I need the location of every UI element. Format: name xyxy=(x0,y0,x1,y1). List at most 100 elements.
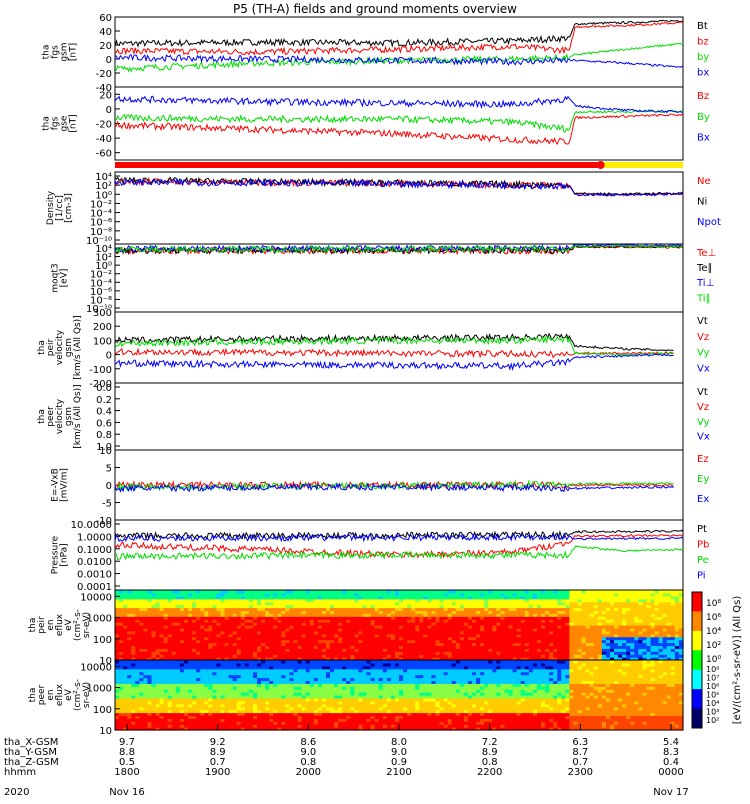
heatmap-cell xyxy=(334,660,339,664)
heatmap-cell xyxy=(160,660,165,664)
heatmap-cell xyxy=(168,590,173,594)
heatmap-cell xyxy=(362,590,367,594)
panel-frame-pressure xyxy=(115,520,683,590)
heatmap-cell xyxy=(399,590,404,594)
heatmap-cell xyxy=(139,590,144,594)
heatmap-cell xyxy=(573,590,578,594)
heatmap-cell xyxy=(586,590,591,594)
series-line-Pb xyxy=(115,535,683,558)
heatmap-cell xyxy=(492,590,497,594)
heatmap-cell xyxy=(618,590,623,594)
heatmap-cell xyxy=(306,660,311,664)
heatmap-cell xyxy=(119,660,124,664)
panel-frame-temperature xyxy=(115,244,683,312)
ylabel-efield: [mV/m] xyxy=(60,468,70,502)
heatmap-cell xyxy=(565,590,570,594)
heatmap-cell xyxy=(541,590,546,594)
legend-entry: bx xyxy=(697,68,709,79)
heatmap-cell xyxy=(298,590,303,594)
heatmap-cell xyxy=(675,590,680,594)
y-tick-label: 10000 xyxy=(80,592,112,603)
heatmap-cell xyxy=(651,590,656,594)
heatmap-cell xyxy=(509,590,514,594)
legend-entry: Ey xyxy=(697,474,709,485)
heatmap-cell xyxy=(265,590,270,594)
heatmap-cell xyxy=(537,590,542,594)
heatmap-cell xyxy=(517,590,522,594)
heatmap-cell xyxy=(184,590,189,594)
heatmap-cell xyxy=(346,590,351,594)
heatmap-cell xyxy=(310,660,315,664)
series-line-Pt xyxy=(115,530,683,539)
heatmap-cell xyxy=(500,590,505,594)
chart-title: P5 (TH-A) fields and ground moments over… xyxy=(0,2,750,16)
heatmap-cell xyxy=(646,590,651,594)
heatmap-cell xyxy=(626,590,631,594)
legend-entry: bz xyxy=(697,37,709,48)
heatmap-cell xyxy=(553,590,558,594)
heatmap-cell xyxy=(127,590,132,594)
heatmap-cell xyxy=(549,590,554,594)
heatmap-cell xyxy=(168,660,173,664)
heatmap-cell xyxy=(419,590,424,594)
heatmap-cell xyxy=(610,590,615,594)
heatmap-cell xyxy=(306,590,311,594)
ylabel-temperature: [eV] xyxy=(60,269,70,288)
heatmap-cell xyxy=(245,660,250,664)
heatmap-cell xyxy=(123,660,128,664)
heatmap-cell xyxy=(253,590,258,594)
heatmap-cell xyxy=(411,590,416,594)
heatmap-cell xyxy=(152,660,157,664)
heatmap-cell xyxy=(436,590,441,594)
heatmap-cell xyxy=(172,590,177,594)
legend-entry: Ni xyxy=(697,197,707,208)
legend-entry: Vy xyxy=(697,417,710,428)
y-tick-label: 0 xyxy=(106,351,112,362)
heatmap-cell xyxy=(659,590,664,594)
heatmap-cell xyxy=(342,660,347,664)
heatmap-cell xyxy=(289,590,294,594)
heatmap-cell xyxy=(561,590,566,594)
ylabel-fgs_gsm: [nT] xyxy=(69,43,79,61)
y-tick-label: 100 xyxy=(93,635,112,646)
y-tick-label: -40 xyxy=(96,134,112,145)
legend-entry: Vx xyxy=(697,363,710,374)
heatmap-cell xyxy=(294,660,299,664)
heatmap-cell xyxy=(484,590,489,594)
series-line-Bz xyxy=(115,114,683,144)
heatmap-cell xyxy=(216,660,221,664)
heatmap-cell xyxy=(533,590,538,594)
heatmap-cell xyxy=(452,590,457,594)
heatmap-cell xyxy=(200,590,205,594)
heatmap-cell xyxy=(135,660,140,664)
heatmap-cell xyxy=(310,590,315,594)
heatmap-cell xyxy=(257,590,262,594)
heatmap-cell xyxy=(427,590,432,594)
y-tick-label: 0.1000 xyxy=(77,545,112,556)
heatmap-cell xyxy=(464,590,469,594)
heatmap-cell xyxy=(131,660,136,664)
heatmap-cell xyxy=(164,590,169,594)
panel-frame-peer_velocity xyxy=(115,383,683,450)
y-tick-label: 200 xyxy=(93,322,112,333)
heatmap-cell xyxy=(302,590,307,594)
heatmap-cell xyxy=(431,590,436,594)
heatmap-cell xyxy=(119,590,124,594)
panel-frame-fgs_gse xyxy=(115,87,683,160)
heatmap-cell xyxy=(212,660,217,664)
series-line-Vt xyxy=(115,334,674,351)
legend-entry: Vt xyxy=(697,387,708,398)
heatmap-cell xyxy=(273,660,278,664)
heatmap-cell xyxy=(622,590,627,594)
heatmap-cell xyxy=(330,660,335,664)
heatmap-cell xyxy=(371,590,376,594)
heatmap-cell xyxy=(529,590,534,594)
heatmap-cell xyxy=(590,590,595,594)
heatmap-cell xyxy=(468,590,473,594)
heatmap-cell xyxy=(229,660,234,664)
y-tick-label: 300 xyxy=(93,308,112,319)
legend-entry: Ti⊥ xyxy=(696,278,714,289)
heatmap-cell xyxy=(192,590,197,594)
heatmap-cell xyxy=(176,660,181,664)
heatmap-cell xyxy=(160,590,165,594)
